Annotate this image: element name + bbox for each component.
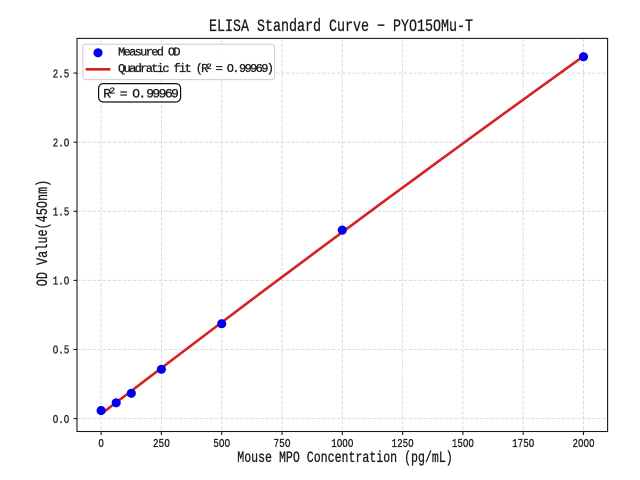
svg-text:15OO: 15OO <box>452 437 474 451</box>
svg-text:1OOO: 1OOO <box>331 437 353 451</box>
svg-text:2OOO: 2OOO <box>572 437 594 451</box>
svg-text:R2 = O.99969: R2 = O. 99969 <box>103 86 178 102</box>
svg-text:175O: 175O <box>512 437 534 451</box>
svg-text:2.5: 2.5 <box>53 67 70 81</box>
svg-text:Quadratic fit (R2 = O.99969): Quadratic fit (R2 = O.99969) <box>118 62 273 76</box>
svg-text:O.O: O.O <box>53 413 70 427</box>
svg-text:2.O: 2.O <box>53 136 70 150</box>
svg-text:1.5: 1.5 <box>53 206 70 220</box>
svg-text:75O: 75O <box>274 437 291 451</box>
svg-text:Mouse MPO Concentration (pg/mL: Mouse MPO Concentration (pg/mL) <box>237 449 453 467</box>
svg-text:1.O: 1.O <box>53 275 70 289</box>
svg-text:OD Value(45Onm): OD Value(45Onm) <box>34 180 52 287</box>
svg-text:O.5: O.5 <box>53 344 70 358</box>
svg-text:5OO: 5OO <box>213 437 230 451</box>
svg-text:Measured OD: Measured OD <box>118 46 180 60</box>
svg-text:25O: 25O <box>153 437 170 451</box>
svg-text:ELISA Standard Curve − PYO15OM: ELISA Standard Curve − PYO15OMu-T <box>209 17 473 37</box>
svg-text:O: O <box>98 437 104 451</box>
svg-text:125O: 125O <box>392 437 414 451</box>
